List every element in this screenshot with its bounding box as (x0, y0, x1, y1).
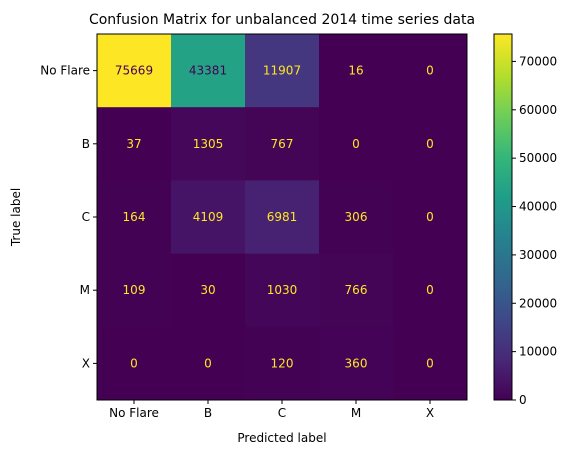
y-tick-label: X (82, 356, 90, 370)
cell-value-label: 16 (348, 64, 363, 78)
heatmap-cell (319, 107, 394, 181)
cell-value-label: 767 (271, 137, 294, 151)
colorbar-tick-label: 10000 (519, 345, 557, 359)
colorbar-tick-label: 30000 (519, 248, 557, 262)
heatmap-cell (245, 253, 320, 328)
cell-value-label: 766 (345, 283, 368, 297)
cell-value-label: 0 (130, 356, 138, 370)
heatmap-cell (171, 326, 246, 401)
colorbar-tick-label: 20000 (519, 296, 557, 310)
y-tick-label: C (82, 210, 90, 224)
heatmap-cell (97, 326, 172, 401)
x-axis-label: Predicted label (237, 431, 326, 445)
x-axis-ticks: No Flare B C M X (109, 400, 434, 420)
chart-title: Confusion Matrix for unbalanced 2014 tim… (89, 12, 475, 28)
cell-value-label: 0 (426, 137, 434, 151)
heatmap-cell (393, 34, 468, 108)
heatmap-cell (171, 253, 246, 328)
cell-value-label: 0 (352, 137, 360, 151)
heatmap-cell (97, 107, 172, 181)
x-tick-label: M (351, 406, 361, 420)
heatmap-cell (393, 253, 468, 328)
cell-value-label: 306 (345, 210, 368, 224)
cell-value-label: 37 (126, 137, 141, 151)
heatmap-cell (171, 107, 246, 181)
cell-value-label: 360 (345, 356, 368, 370)
heatmap-cell (97, 180, 172, 255)
x-tick-label: C (278, 406, 286, 420)
colorbar-tick-label: 70000 (519, 54, 557, 68)
heatmap-cell (97, 253, 172, 328)
cell-value-label: 43381 (189, 64, 227, 78)
colorbar-tick-label: 0 (519, 393, 527, 407)
cell-value-label: 164 (123, 210, 146, 224)
cell-value-label: 30 (200, 283, 215, 297)
heatmap-cell (245, 34, 320, 108)
cell-value-label: 4109 (193, 210, 224, 224)
cell-value-label: 109 (123, 283, 146, 297)
y-tick-label: No Flare (40, 64, 90, 78)
cell-value-label: 1030 (267, 283, 298, 297)
heatmap-cell (171, 180, 246, 255)
heatmap-cell (393, 326, 468, 401)
cell-value-label: 6981 (267, 210, 298, 224)
y-tick-label: B (82, 137, 90, 151)
heatmap-cell (393, 180, 468, 255)
heatmap-cell (319, 253, 394, 328)
heatmap-cells (97, 34, 468, 401)
cell-value-label: 0 (426, 64, 434, 78)
heatmap-cell (319, 180, 394, 255)
colorbar (493, 33, 513, 401)
cell-value-label: 120 (271, 356, 294, 370)
colorbar-tick-label: 40000 (519, 200, 557, 214)
x-tick-label: B (204, 406, 212, 420)
cell-value-label: 75669 (115, 64, 153, 78)
cell-value-label: 0 (426, 283, 434, 297)
y-tick-label: M (80, 283, 90, 297)
heatmap-cell (319, 326, 394, 401)
cell-value-label: 0 (204, 356, 212, 370)
colorbar-tick-label: 60000 (519, 103, 557, 117)
cell-value-label: 1305 (193, 137, 224, 151)
x-tick-label: No Flare (109, 406, 159, 420)
colorbar-tick-label: 50000 (519, 151, 557, 165)
heatmap-cell (393, 107, 468, 181)
heatmap-cell (245, 107, 320, 181)
cell-value-label: 11907 (263, 64, 301, 78)
y-axis-ticks: No Flare B C M X (40, 64, 97, 370)
y-axis-label: True label (9, 188, 23, 247)
heatmap-cell (319, 34, 394, 108)
heatmap-cell (97, 34, 172, 108)
heatmap-cell (245, 180, 320, 255)
cell-value-label: 0 (426, 356, 434, 370)
colorbar-ticks: 0 10000 20000 30000 40000 50000 60000 70000 (512, 54, 557, 407)
heatmap-cell (245, 326, 320, 401)
heatmap-cell (171, 34, 246, 108)
x-tick-label: X (426, 406, 434, 420)
heatmap-cell-labels: 75669 43381 11907 16 0 37 1305 767 0 0 164 4109 6981… (115, 64, 434, 371)
cell-value-label: 0 (426, 210, 434, 224)
